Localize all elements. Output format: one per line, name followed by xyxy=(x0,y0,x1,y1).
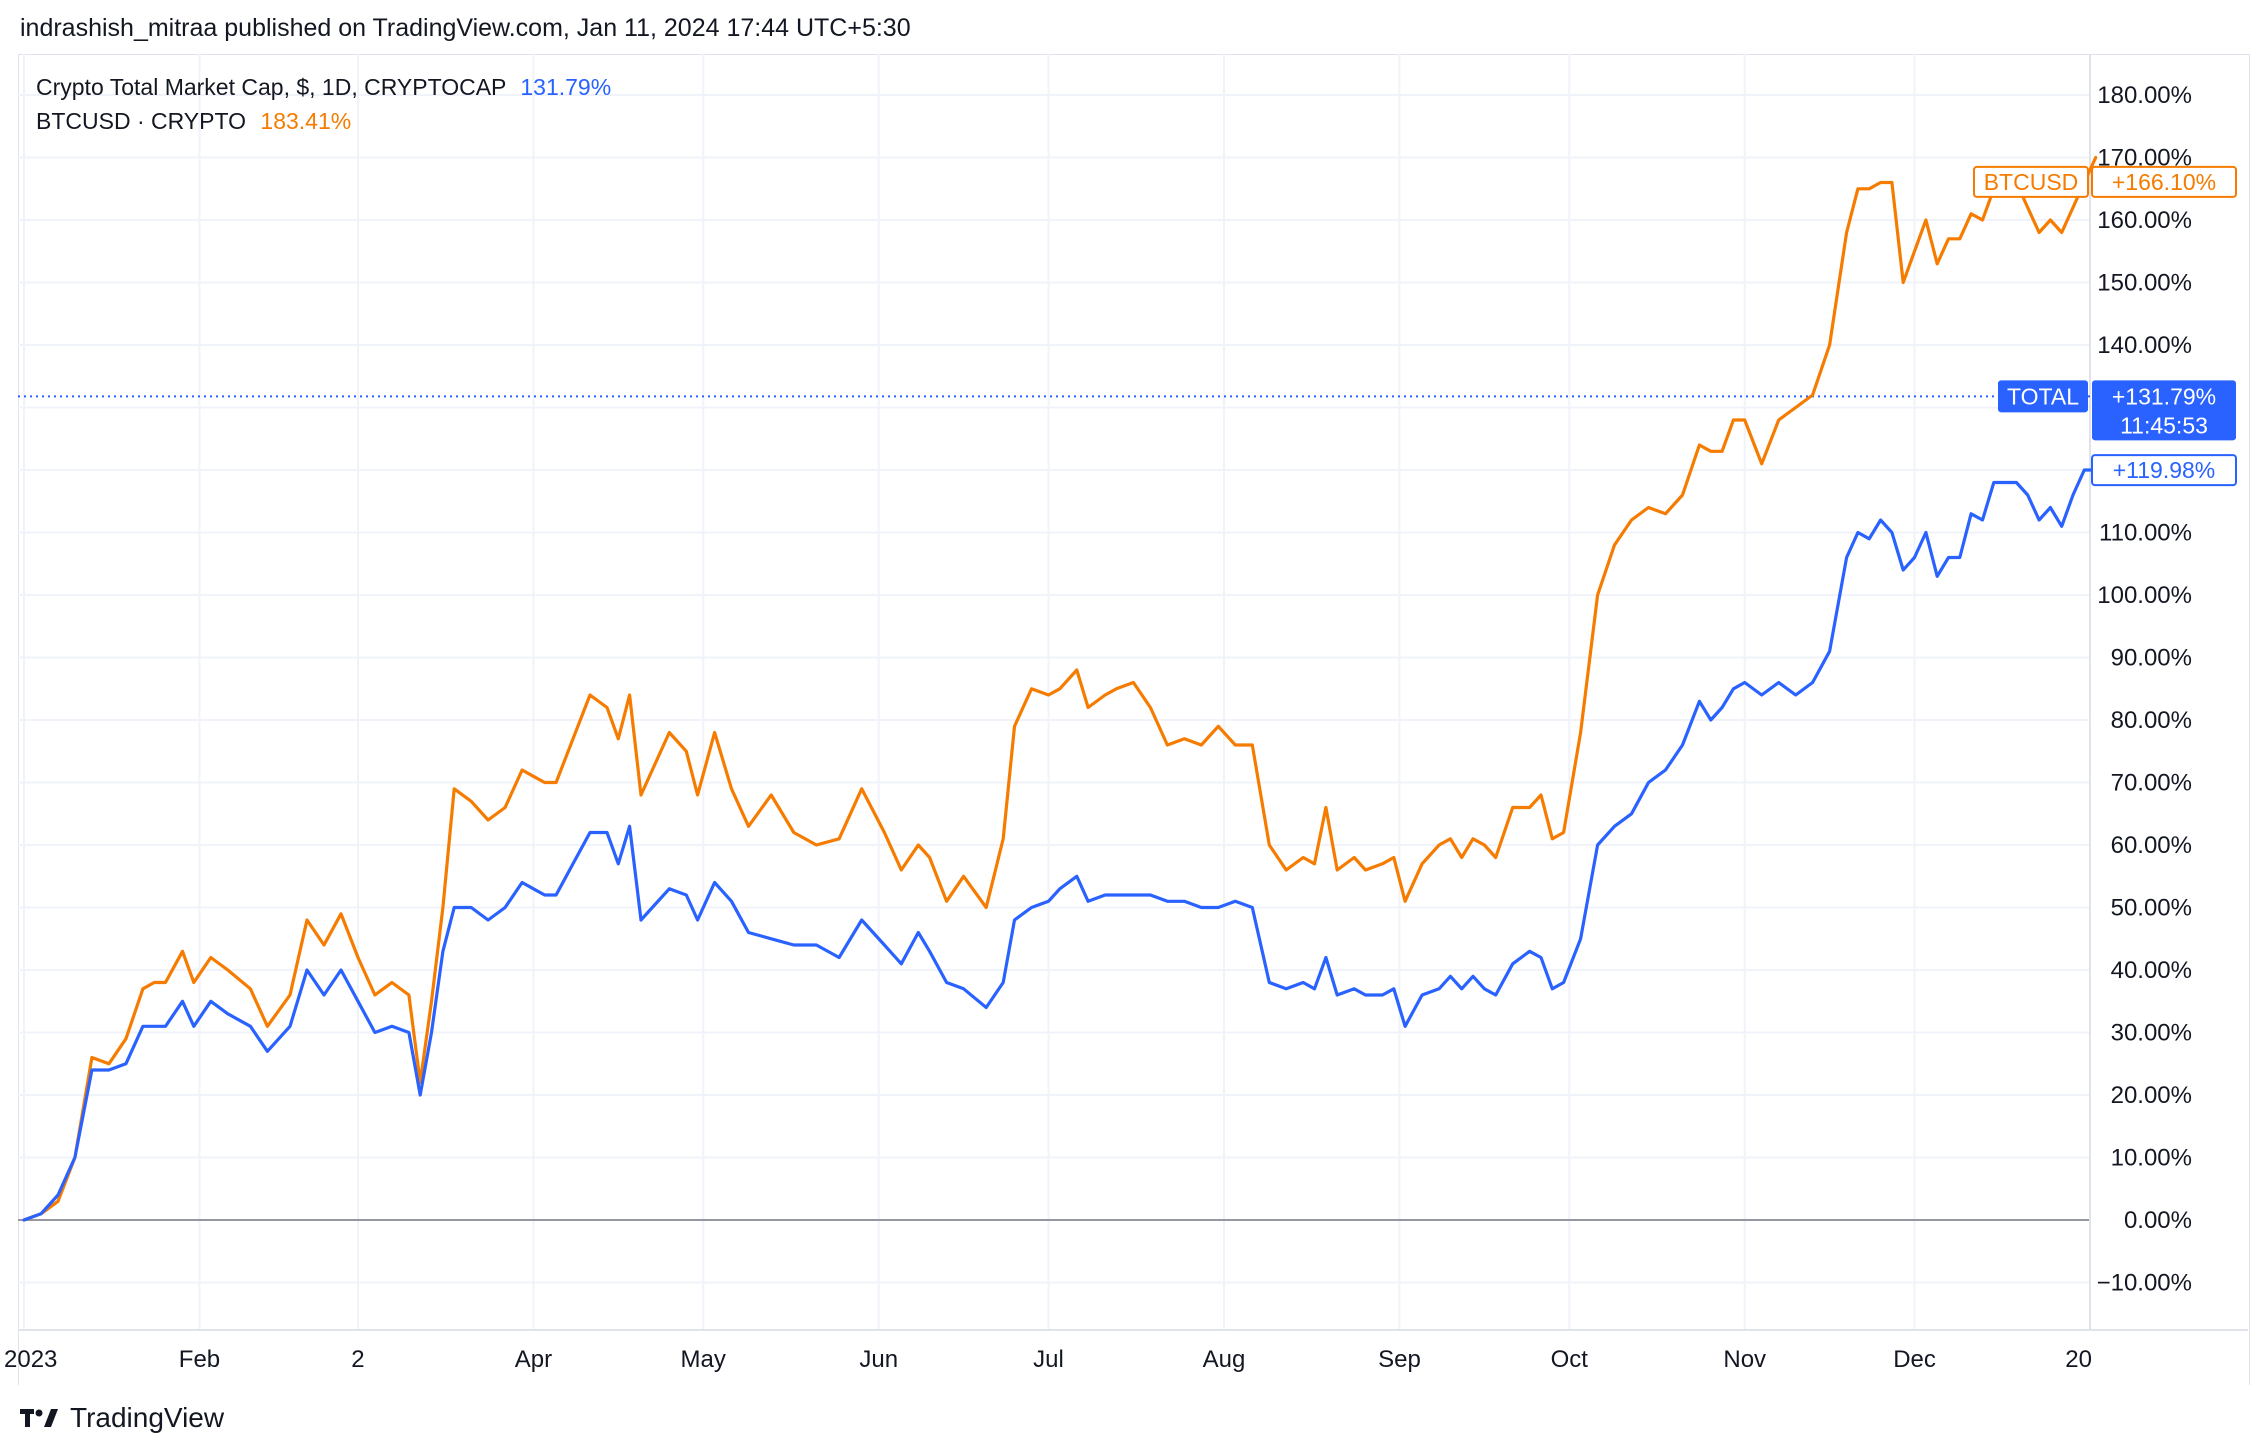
btc-value-box xyxy=(2091,165,2237,198)
publish-header: indrashish_mitraa published on TradingVi… xyxy=(20,14,911,42)
x-tick-label: Jun xyxy=(859,1346,898,1373)
x-tick-label: Nov xyxy=(1723,1346,1766,1373)
blue-value-label: +119.98% xyxy=(2113,457,2216,483)
y-tick-label: 0.00% xyxy=(2124,1207,2192,1234)
series-line-btcusd[interactable] xyxy=(22,155,2098,1222)
x-tick-label: May xyxy=(681,1346,726,1373)
x-tick-label: Oct xyxy=(1551,1346,1589,1373)
legend-total-value: 131.79% xyxy=(520,74,612,100)
y-tick-label: 80.00% xyxy=(2111,707,2192,734)
y-tick-label: 100.00% xyxy=(2097,582,2192,609)
y-tick-label: 90.00% xyxy=(2111,645,2192,672)
x-tick-label: Dec xyxy=(1893,1346,1936,1373)
y-tick-label: 60.00% xyxy=(2111,832,2192,859)
legend-row-btc[interactable]: BTCUSD · CRYPTO 183.41% xyxy=(36,104,611,138)
blue-value-box xyxy=(2091,454,2237,487)
x-tick-label: Jul xyxy=(1033,1346,1064,1373)
total-value-box xyxy=(2092,380,2236,441)
y-tick-label: 160.00% xyxy=(2097,207,2192,234)
x-tick-label: 20 xyxy=(2065,1346,2092,1373)
total-tag-box xyxy=(1998,380,2088,413)
y-tick-label: 140.00% xyxy=(2097,332,2192,359)
y-tick-label: 30.00% xyxy=(2111,1020,2192,1047)
legend-btc-label: BTCUSD · CRYPTO xyxy=(36,108,247,134)
x-tick-label: Aug xyxy=(1203,1346,1246,1373)
btc-value-label: +166.10% xyxy=(2112,169,2216,195)
tradingview-footer[interactable]: TradingView xyxy=(20,1402,224,1434)
y-tick-label: 180.00% xyxy=(2097,82,2192,109)
x-tick-label: 2023 xyxy=(4,1346,57,1373)
total-value-label: +131.79% xyxy=(2112,383,2216,409)
total-tag-label: TOTAL xyxy=(2007,383,2079,409)
y-tick-label: 70.00% xyxy=(2111,770,2192,797)
y-tick-label: 40.00% xyxy=(2111,957,2192,984)
y-tick-label: 20.00% xyxy=(2111,1082,2192,1109)
btc-tag-box xyxy=(1973,165,2089,198)
legend-row-total[interactable]: Crypto Total Market Cap, $, 1D, CRYPTOCA… xyxy=(36,70,611,104)
total-countdown-label: 11:45:53 xyxy=(2120,412,2208,438)
series-line-total[interactable] xyxy=(22,468,2098,1222)
y-tick-label: 50.00% xyxy=(2111,895,2192,922)
y-tick-label: 10.00% xyxy=(2111,1145,2192,1172)
tradingview-brand: TradingView xyxy=(70,1402,225,1433)
btc-tag-label: BTCUSD xyxy=(1984,169,2079,195)
x-tick-label: Apr xyxy=(515,1346,552,1373)
legend-total-label: Crypto Total Market Cap, $, 1D, CRYPTOCA… xyxy=(36,74,506,100)
y-tick-label: 110.00% xyxy=(2099,520,2192,547)
y-tick-label: −10.00% xyxy=(2097,1270,2192,1297)
x-tick-label: Feb xyxy=(179,1346,220,1373)
legend-btc-value: 183.41% xyxy=(260,108,352,134)
x-tick-label: 2 xyxy=(351,1346,364,1373)
x-tick-label: Sep xyxy=(1378,1346,1421,1373)
chart-legend: Crypto Total Market Cap, $, 1D, CRYPTOCA… xyxy=(36,70,611,138)
tradingview-logo-icon xyxy=(20,1409,58,1427)
y-tick-label: 150.00% xyxy=(2097,270,2192,297)
